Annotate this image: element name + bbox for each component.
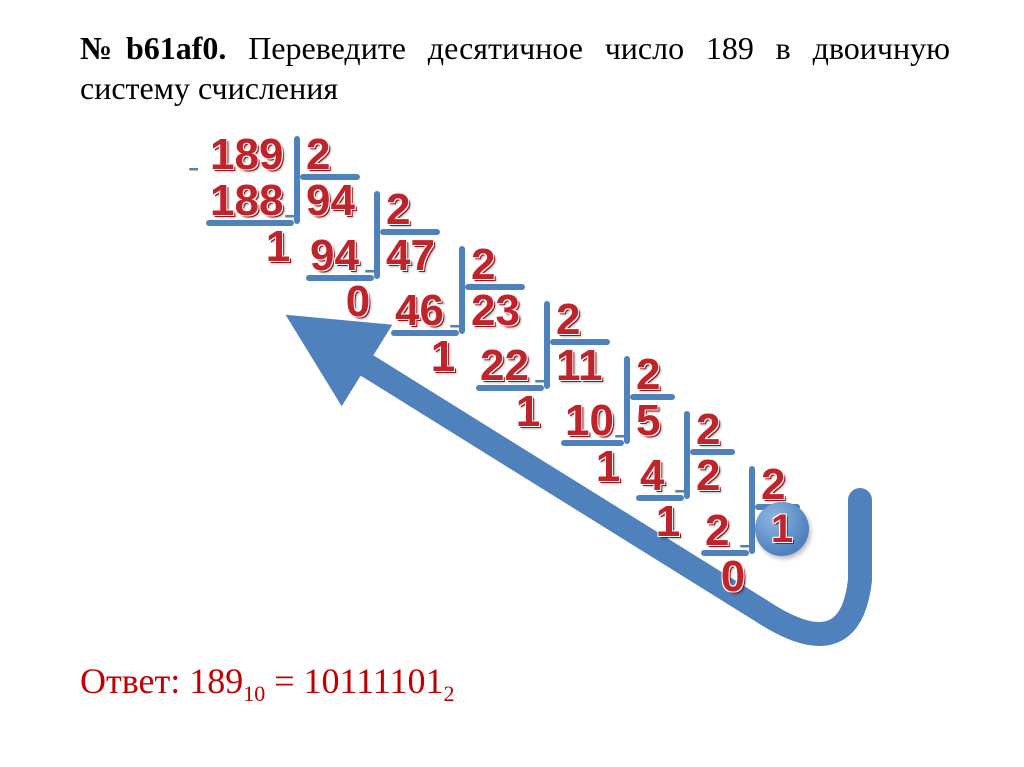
number: 2 bbox=[471, 240, 495, 290]
number: 2 bbox=[386, 185, 410, 235]
number: 1 bbox=[516, 387, 540, 437]
number: 22 bbox=[480, 341, 529, 391]
number: 11 bbox=[556, 341, 603, 391]
number: 0 bbox=[346, 277, 370, 327]
number: 1 bbox=[656, 497, 680, 547]
division-diagram: 189-294188-124794-022346-121122-12510-12… bbox=[0, 0, 1024, 767]
number: 94 bbox=[306, 176, 355, 226]
number: 2 bbox=[306, 130, 330, 180]
number: 1 bbox=[431, 332, 455, 382]
number: 2 bbox=[556, 295, 580, 345]
number: 189 bbox=[210, 130, 283, 180]
number: 1 bbox=[596, 442, 620, 492]
minus-sign: - bbox=[188, 148, 199, 186]
number: 2 bbox=[705, 506, 729, 556]
number: 2 bbox=[696, 405, 720, 455]
number: 2 bbox=[696, 451, 720, 501]
number: 0 bbox=[721, 552, 745, 602]
number: 5 bbox=[636, 396, 660, 446]
number: 23 bbox=[471, 286, 520, 336]
number: 2 bbox=[636, 350, 660, 400]
msb-circle: 1 bbox=[755, 502, 809, 556]
number: 188 bbox=[210, 176, 283, 226]
number: 46 bbox=[395, 286, 444, 336]
number: 1 bbox=[266, 222, 290, 272]
number: 94 bbox=[310, 231, 359, 281]
number: 4 bbox=[640, 451, 664, 501]
number: 10 bbox=[565, 396, 614, 446]
number: 47 bbox=[386, 231, 435, 281]
